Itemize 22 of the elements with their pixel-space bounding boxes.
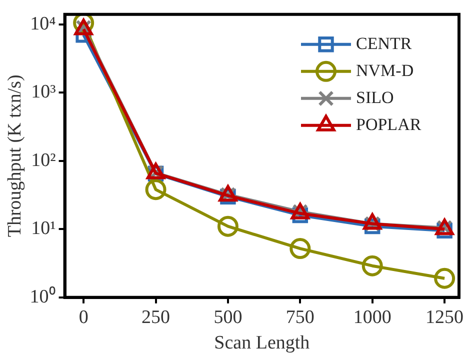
y-axis-title: Throughput (K txn/s) [4,74,26,238]
x-tick-label: 1250 [426,306,464,328]
y-tick-label: 10¹ [31,218,56,240]
legend-label: NVM-D [356,60,414,80]
y-tick-label: 10⁰ [30,285,56,308]
x-tick-label: 1000 [353,306,392,328]
point [217,216,238,237]
legend-label: POPLAR [356,114,422,134]
x-tick-label: 500 [214,306,242,328]
legend-label: SILO [356,88,394,107]
point [290,238,311,260]
point [145,179,166,200]
y-tick-label: 10³ [31,82,56,103]
y-tick-label: 10⁴ [30,13,56,34]
y-tick-label: 10² [31,150,56,171]
x-axis-title: Scan Length [214,332,310,354]
point [362,255,383,276]
legend-label: CENTR [356,34,412,53]
x-tick-label: 750 [286,306,314,328]
x-tick-label: 0 [78,306,88,328]
x-tick-label: 250 [142,306,170,328]
point [434,268,456,289]
